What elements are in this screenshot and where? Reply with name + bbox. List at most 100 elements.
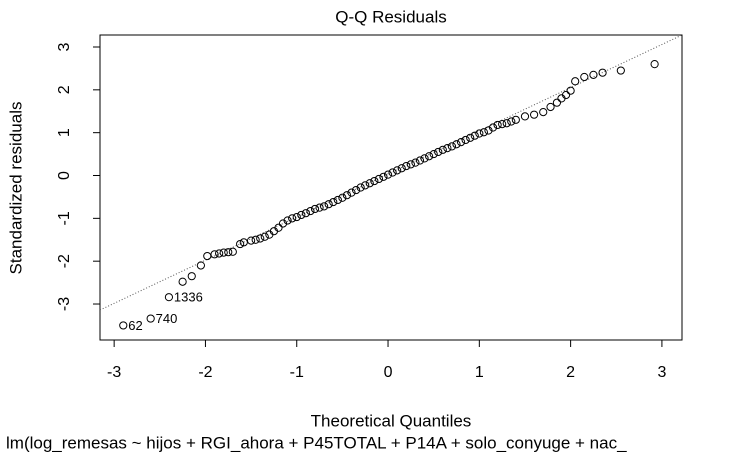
point	[650, 60, 659, 69]
point	[178, 277, 187, 286]
point	[146, 314, 155, 323]
point	[429, 149, 438, 159]
y-tick-label: -3	[56, 297, 73, 311]
point	[502, 119, 511, 128]
point	[571, 77, 580, 86]
point	[203, 251, 212, 261]
point	[580, 72, 589, 82]
point	[283, 216, 292, 225]
point	[552, 98, 562, 107]
point	[498, 120, 507, 129]
point	[507, 117, 516, 126]
point	[475, 129, 484, 138]
x-tick-label: -2	[198, 364, 212, 381]
point	[443, 143, 452, 153]
point	[511, 115, 520, 124]
point	[388, 168, 397, 177]
point	[406, 160, 415, 169]
point	[479, 128, 488, 137]
point	[228, 247, 237, 256]
point	[256, 234, 265, 243]
point	[493, 120, 502, 130]
point	[329, 197, 338, 207]
x-tick-label: 2	[566, 364, 575, 381]
point	[566, 86, 575, 95]
chart-title: Q-Q Residuals	[335, 7, 446, 26]
point	[466, 133, 475, 142]
y-axis-label: Standardized residuals	[6, 102, 25, 275]
point	[379, 172, 388, 181]
x-tick-label: 3	[657, 364, 666, 381]
point	[342, 191, 352, 200]
x-tick-label: -1	[290, 364, 304, 381]
point	[320, 202, 329, 211]
x-tick-label: 0	[384, 364, 393, 381]
point	[356, 183, 365, 192]
point-label: 1336	[174, 290, 203, 305]
y-tick-label: 1	[56, 128, 73, 137]
point	[402, 161, 411, 171]
point	[393, 166, 402, 175]
point	[292, 212, 301, 222]
point	[438, 145, 447, 154]
point	[215, 249, 224, 258]
point	[411, 158, 420, 167]
point	[452, 140, 461, 149]
point	[520, 112, 530, 121]
point	[365, 179, 374, 188]
y-tick-label: -2	[56, 254, 73, 268]
point	[338, 193, 347, 202]
point	[315, 203, 324, 212]
point	[236, 239, 245, 249]
point	[616, 66, 625, 75]
point	[251, 235, 260, 244]
point	[434, 147, 443, 157]
point	[397, 164, 406, 173]
point	[420, 154, 429, 163]
point	[456, 137, 466, 147]
point-label: 62	[128, 318, 142, 333]
point	[306, 206, 315, 216]
point	[246, 236, 256, 245]
point	[598, 68, 607, 77]
x-axis-label: Theoretical Quantiles	[311, 411, 472, 430]
point	[278, 219, 288, 228]
point	[374, 174, 384, 184]
point	[119, 321, 128, 330]
point	[310, 204, 320, 214]
point	[546, 102, 555, 112]
point	[301, 209, 310, 218]
point-label: 740	[156, 311, 178, 326]
point	[196, 261, 205, 270]
y-tick-label: -1	[56, 211, 73, 225]
point	[288, 214, 297, 223]
y-tick-label: 2	[56, 85, 73, 94]
point	[589, 70, 598, 79]
point	[370, 176, 379, 186]
point	[210, 250, 219, 259]
point	[324, 200, 333, 209]
point	[219, 248, 228, 257]
point	[333, 195, 342, 205]
y-tick-label: 0	[56, 171, 73, 180]
point	[561, 90, 571, 100]
point	[224, 248, 233, 257]
point	[539, 108, 548, 117]
x-tick-label: -3	[107, 364, 121, 381]
point	[484, 126, 493, 135]
point	[347, 188, 356, 197]
point	[383, 170, 393, 179]
point	[415, 156, 425, 165]
subtitle: lm(log_remesas ~ hijos + RGI_ahora + P45…	[6, 433, 627, 452]
point	[530, 110, 539, 119]
point	[425, 152, 434, 161]
point	[470, 131, 479, 140]
point	[260, 232, 269, 241]
x-tick-label: 1	[475, 364, 484, 381]
point	[297, 210, 306, 220]
point	[164, 293, 174, 302]
point	[187, 272, 196, 281]
point	[461, 135, 470, 145]
